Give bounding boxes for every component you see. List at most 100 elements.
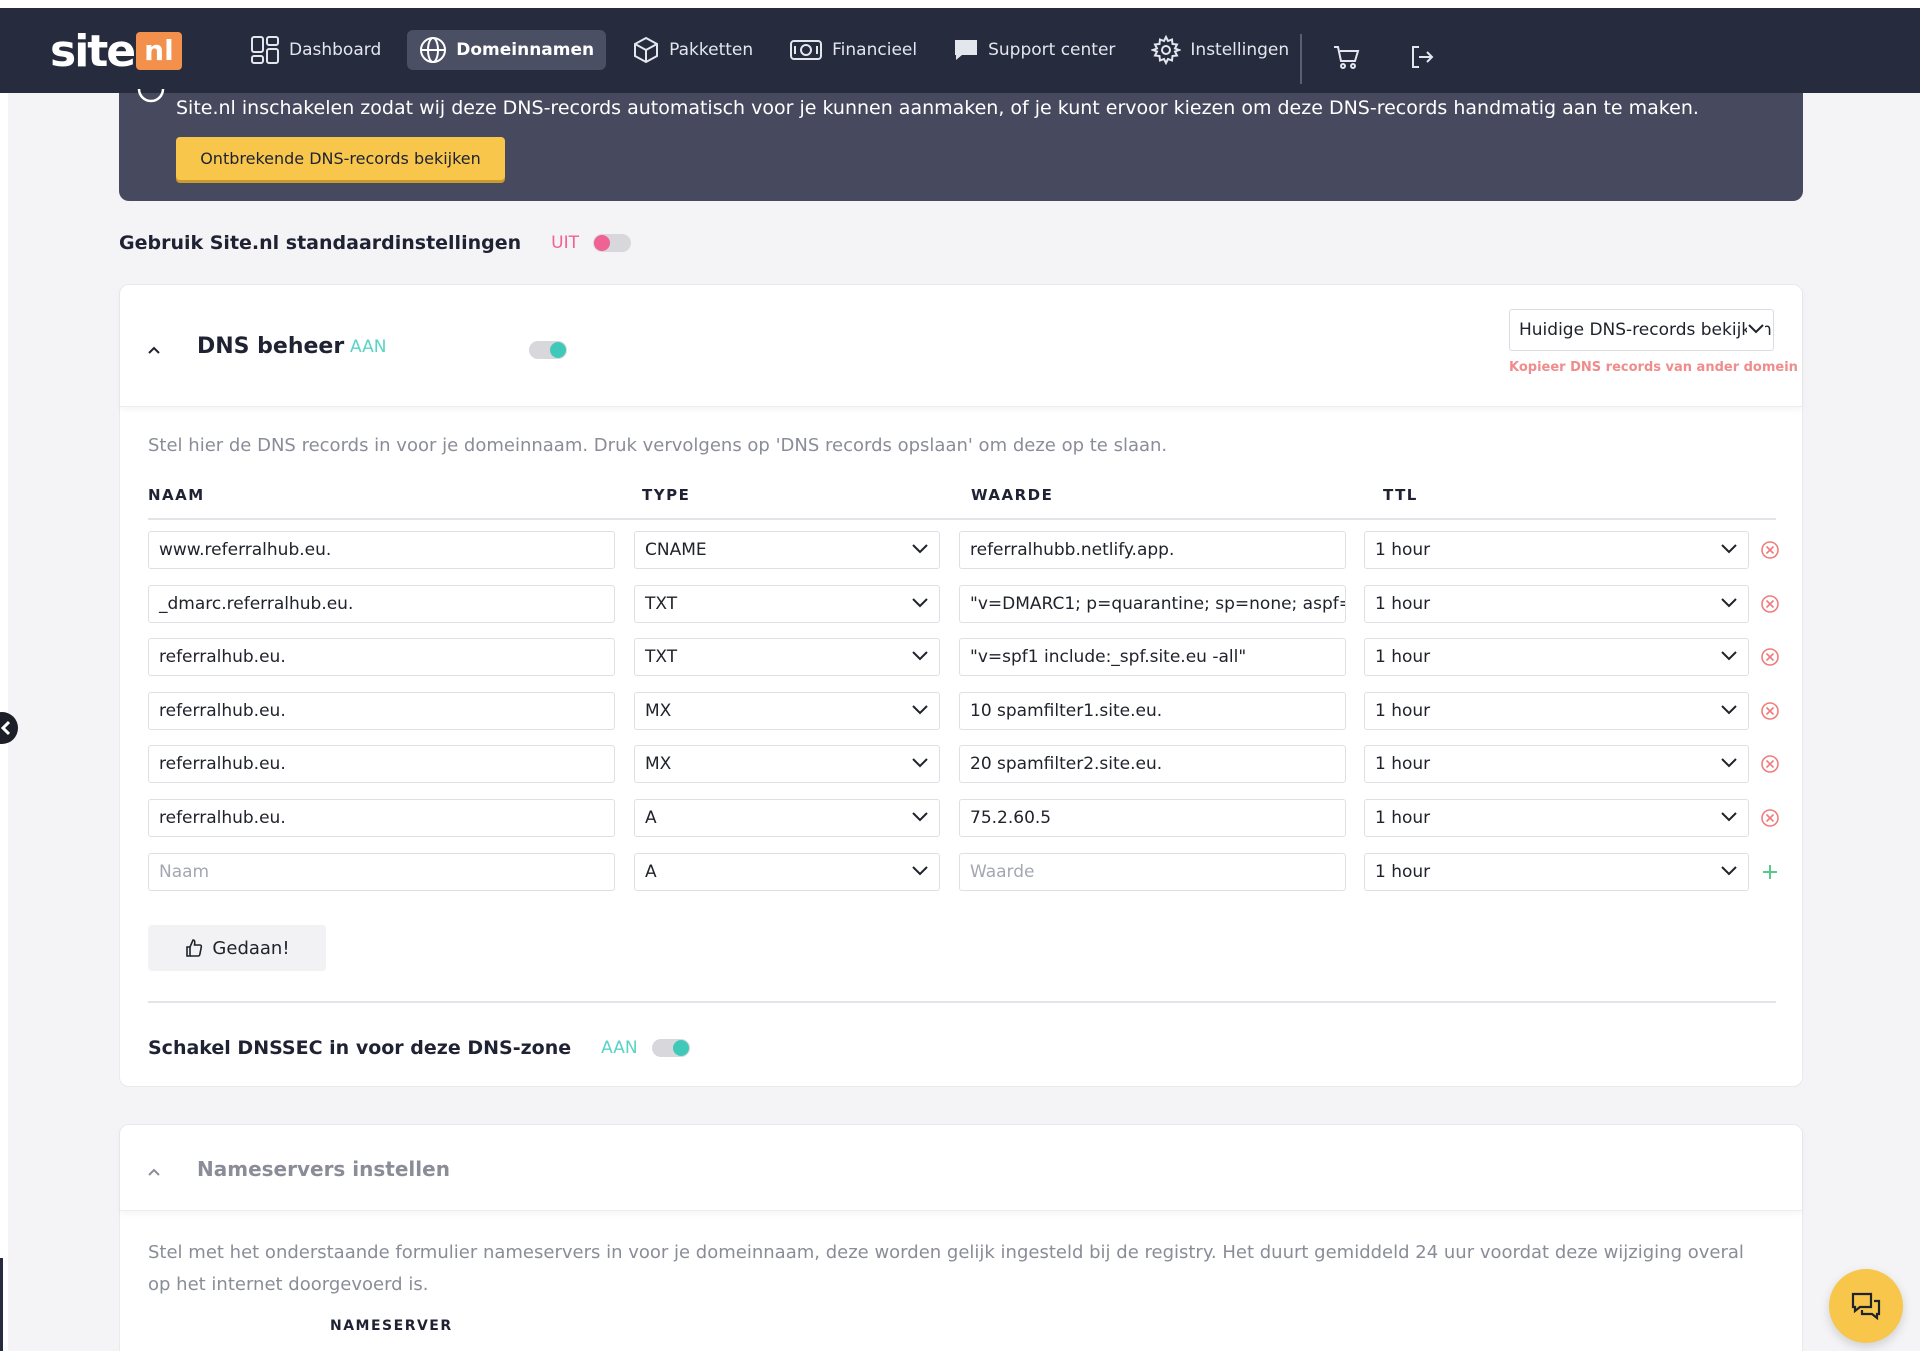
chevron-down-icon (1720, 650, 1738, 662)
default-settings-status: UIT (551, 233, 579, 253)
select-value: 1 hour (1375, 594, 1431, 614)
select-value: 1 hour (1375, 862, 1431, 882)
dnssec-label: Schakel DNSSEC in voor deze DNS-zone (148, 1037, 572, 1059)
record-type-select[interactable]: TXT (634, 638, 940, 676)
header-divider (148, 518, 1776, 520)
nav-item-instellingen[interactable]: Instellingen (1141, 30, 1299, 70)
column-header-waarde: WAARDE (971, 486, 1054, 504)
info-circle-icon (137, 88, 165, 103)
new-record-value-input[interactable]: Waarde (959, 853, 1346, 891)
toggle-knob (593, 235, 610, 251)
chevron-down-icon (911, 704, 929, 716)
chevron-down-icon (911, 543, 929, 555)
left-accent-bar (0, 1258, 3, 1351)
add-record-icon[interactable] (1761, 863, 1779, 881)
select-value: 1 hour (1375, 540, 1431, 560)
record-ttl-select[interactable]: 1 hour (1364, 531, 1749, 569)
record-value-input[interactable]: "v=spf1 include:_spf.site.eu -all" (959, 638, 1346, 676)
record-name-input[interactable]: www.referralhub.eu. (148, 531, 615, 569)
record-type-select[interactable]: MX (634, 745, 940, 783)
delete-record-icon[interactable] (1760, 594, 1780, 614)
record-type-select[interactable]: TXT (634, 585, 940, 623)
browser-top-strip (0, 0, 1920, 8)
record-ttl-select[interactable]: 1 hour (1364, 799, 1749, 837)
nav-item-domeinnamen[interactable]: Domeinnamen (407, 30, 607, 70)
nav-item-financieel[interactable]: Financieel (779, 30, 927, 70)
record-value-input[interactable]: 10 spamfilter1.site.eu. (959, 692, 1346, 730)
chevron-down-icon (911, 650, 929, 662)
globe-icon (420, 37, 447, 63)
dns-management-toggle[interactable] (529, 341, 567, 359)
cart-icon[interactable] (1332, 44, 1360, 70)
new-record-type-select[interactable]: A (634, 853, 940, 891)
record-name-input[interactable]: referralhub.eu. (148, 745, 615, 783)
toggle-knob (672, 1040, 689, 1056)
chevron-down-icon (911, 757, 929, 769)
nav-item-label: Domeinnamen (456, 40, 595, 60)
select-value: MX (645, 701, 672, 721)
record-name-input[interactable]: referralhub.eu. (148, 638, 615, 676)
record-ttl-select[interactable]: 1 hour (1364, 585, 1749, 623)
delete-record-icon[interactable] (1760, 754, 1780, 774)
chat-support-button[interactable] (1829, 1269, 1903, 1343)
nav-item-pakketten[interactable]: Pakketten (622, 30, 763, 70)
record-value-input[interactable]: referralhubb.netlify.app. (959, 531, 1346, 569)
delete-record-icon[interactable] (1760, 701, 1780, 721)
top-navbar: site nl Dashboard Domeinnamen Pakketten … (0, 8, 1920, 93)
dns-status-label: AAN (350, 337, 387, 357)
chevron-up-icon[interactable] (147, 1167, 161, 1177)
record-type-select[interactable]: CNAME (634, 531, 940, 569)
default-settings-row: Gebruik Site.nl standaardinstellingen UI… (119, 228, 631, 258)
record-ttl-select[interactable]: 1 hour (1364, 745, 1749, 783)
dnssec-row: Schakel DNSSEC in voor deze DNS-zone AAN (148, 1033, 690, 1063)
dns-records-view-select[interactable]: Huidige DNS-records bekijken (1509, 309, 1774, 351)
nav-item-dashboard[interactable]: Dashboard (240, 30, 391, 70)
select-value: Huidige DNS-records bekijken (1519, 320, 1772, 340)
dns-panel-title: DNS beheer (197, 334, 345, 359)
record-value-input[interactable]: "v=DMARC1; p=quarantine; sp=none; aspf=r (959, 585, 1346, 623)
record-name-input[interactable]: referralhub.eu. (148, 692, 615, 730)
dnssec-toggle[interactable] (651, 1039, 690, 1057)
nav-item-label: Dashboard (289, 40, 382, 60)
default-settings-toggle[interactable] (592, 234, 631, 252)
record-type-select[interactable]: A (634, 799, 940, 837)
logout-icon[interactable] (1409, 44, 1435, 70)
sidebar-collapse-handle[interactable] (0, 712, 18, 744)
section-divider (148, 1001, 1776, 1003)
chevron-down-icon (1720, 811, 1738, 823)
view-missing-dns-records-button[interactable]: Ontbrekende DNS-records bekijken (176, 137, 505, 180)
nameservers-panel-header: Nameservers instellen (120, 1125, 1802, 1211)
record-ttl-select[interactable]: 1 hour (1364, 692, 1749, 730)
done-button[interactable]: Gedaan! (148, 925, 326, 971)
dns-panel-header: DNS beheer AAN Huidige DNS-records bekij… (120, 285, 1802, 407)
chevron-down-icon (911, 597, 929, 609)
site-logo[interactable]: site nl (50, 26, 182, 77)
nav-item-support-center[interactable]: Support center (943, 30, 1125, 70)
select-value: 1 hour (1375, 701, 1431, 721)
delete-record-icon[interactable] (1760, 647, 1780, 667)
copy-dns-records-link[interactable]: Kopieer DNS records van ander domein (1509, 360, 1798, 375)
delete-record-icon[interactable] (1760, 808, 1780, 828)
delete-record-icon[interactable] (1760, 540, 1780, 560)
record-name-input[interactable]: _dmarc.referralhub.eu. (148, 585, 615, 623)
select-value: MX (645, 754, 672, 774)
nameservers-intro-text: Stel met het onderstaande formulier name… (148, 1242, 1744, 1295)
select-value: 1 hour (1375, 754, 1431, 774)
chevron-up-icon[interactable] (147, 345, 161, 355)
record-ttl-select[interactable]: 1 hour (1364, 638, 1749, 676)
chevron-down-icon (1720, 865, 1738, 877)
dns-intro-text: Stel hier de DNS records in voor je dome… (148, 435, 1168, 456)
record-value-input[interactable]: 75.2.60.5 (959, 799, 1346, 837)
record-type-select[interactable]: MX (634, 692, 940, 730)
nameservers-panel-title: Nameservers instellen (197, 1157, 450, 1181)
select-value: A (645, 862, 657, 882)
record-value-input[interactable]: 20 spamfilter2.site.eu. (959, 745, 1346, 783)
record-name-input[interactable]: referralhub.eu. (148, 799, 615, 837)
select-value: CNAME (645, 540, 707, 560)
toggle-knob (550, 342, 566, 358)
new-record-name-input[interactable]: Naam (148, 853, 615, 891)
chevron-down-icon (1720, 704, 1738, 716)
default-settings-label: Gebruik Site.nl standaardinstellingen (119, 232, 522, 254)
new-record-ttl-select[interactable]: 1 hour (1364, 853, 1749, 891)
chevron-left-icon (0, 720, 10, 736)
